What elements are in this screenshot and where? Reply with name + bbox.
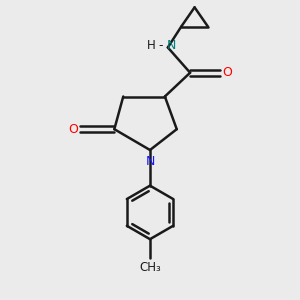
Text: O: O [222,66,232,79]
Text: -: - [158,39,163,52]
Text: N: N [145,155,155,168]
Text: N: N [166,39,176,52]
Text: H: H [147,39,155,52]
Text: O: O [68,123,78,136]
Text: CH₃: CH₃ [139,261,161,274]
